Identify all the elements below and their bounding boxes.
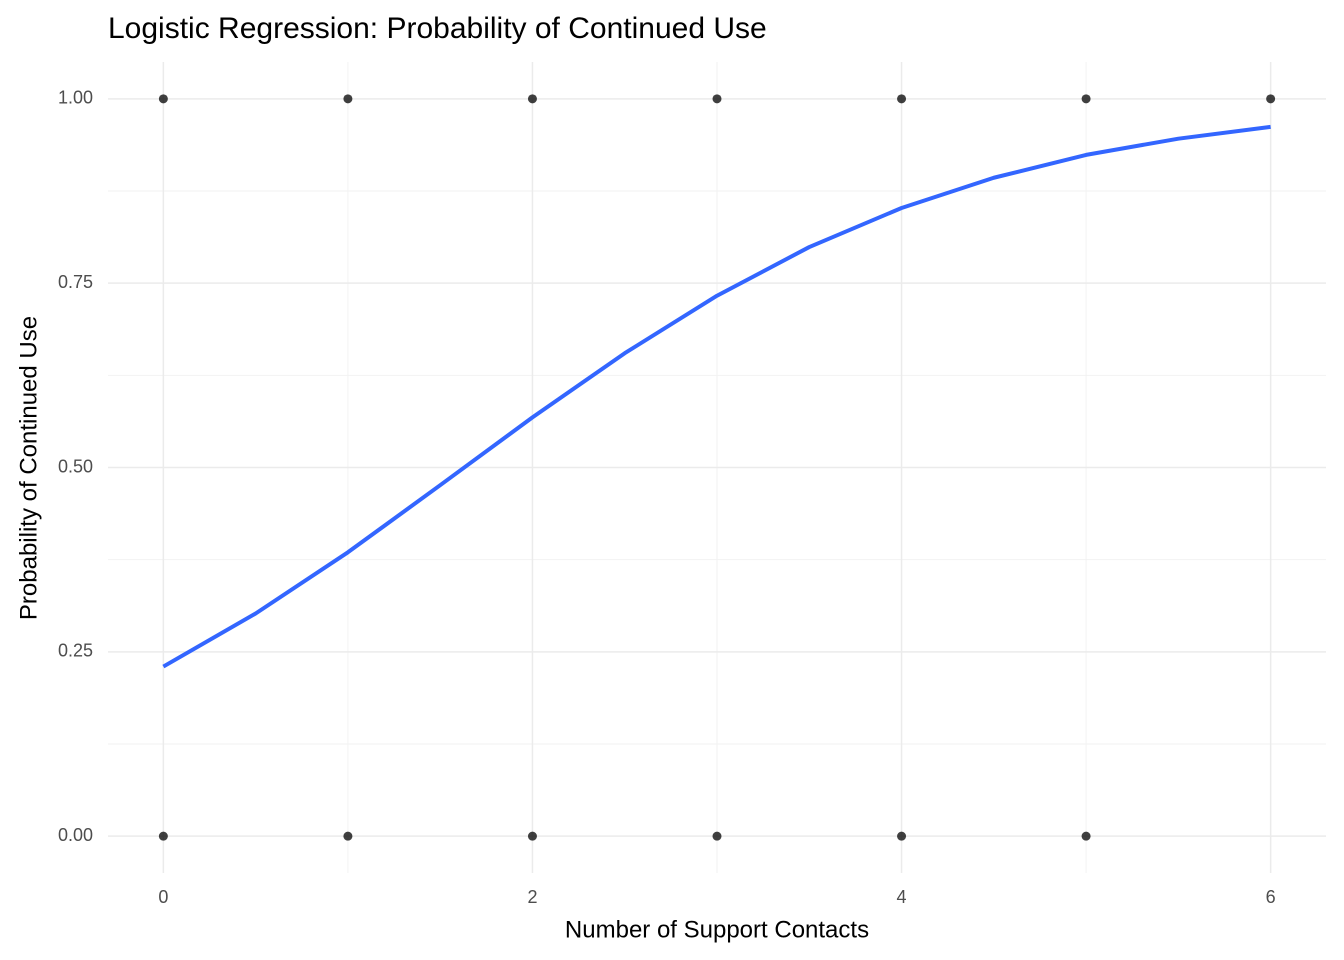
data-point: [527, 831, 537, 841]
data-point: [343, 831, 353, 841]
data-point: [1266, 94, 1276, 104]
y-tick-label: 0.75: [58, 272, 93, 292]
y-tick-label: 0.25: [58, 641, 93, 661]
data-point: [1081, 94, 1091, 104]
data-point: [343, 94, 353, 104]
x-tick-label: 6: [1266, 887, 1276, 907]
y-axis-title: Probability of Continued Use: [15, 316, 42, 620]
x-tick-label: 0: [158, 887, 168, 907]
data-point: [1081, 831, 1091, 841]
fit-line: [162, 124, 1271, 669]
data-point: [712, 94, 722, 104]
data-point: [158, 94, 168, 104]
chart-title: Logistic Regression: Probability of Cont…: [108, 12, 767, 45]
x-tick-label: 2: [527, 887, 537, 907]
data-point: [712, 831, 722, 841]
data-point: [897, 94, 907, 104]
y-tick-label: 0.50: [58, 456, 93, 476]
data-point: [527, 94, 537, 104]
x-axis-title: Number of Support Contacts: [565, 916, 869, 943]
y-tick-label: 1.00: [58, 88, 93, 108]
y-tick-label: 0.00: [58, 825, 93, 845]
data-point: [158, 831, 168, 841]
data-point: [897, 831, 907, 841]
x-tick-label: 4: [897, 887, 907, 907]
